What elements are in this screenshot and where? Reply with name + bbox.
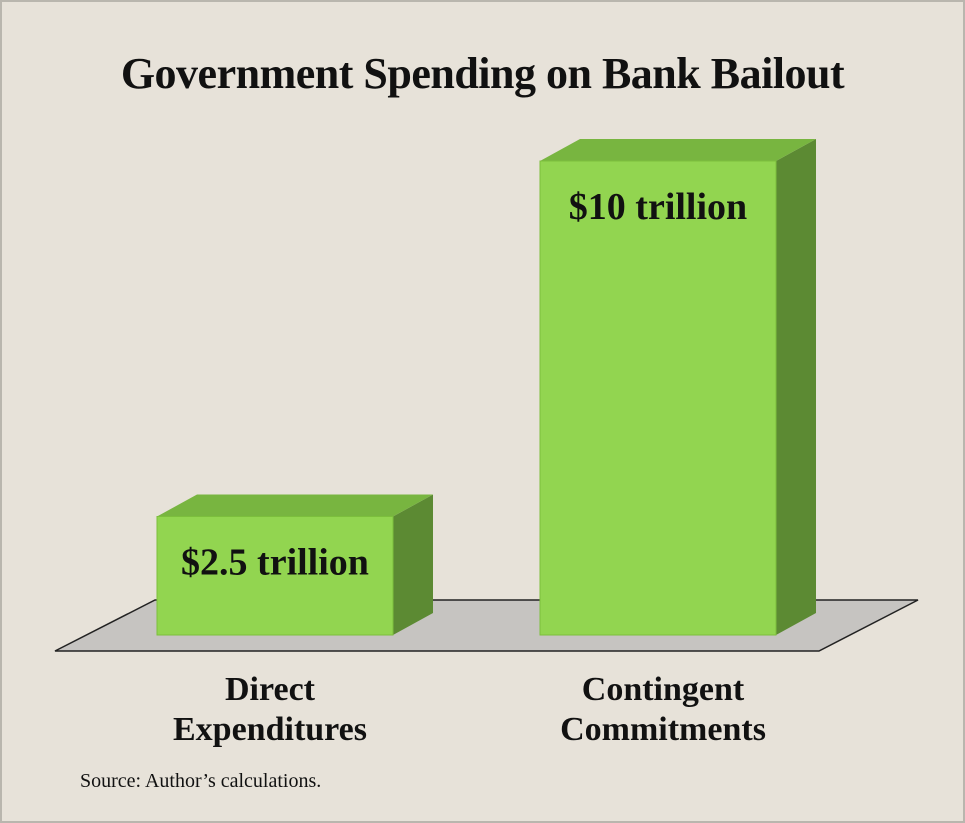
bar-front-face	[539, 160, 777, 636]
bar-side-face	[776, 139, 816, 635]
bars-group: $2.5 trillion $10 trillion	[156, 139, 816, 636]
bar-1: $2.5 trillion	[156, 494, 433, 636]
category-label-line: Commitments	[560, 711, 766, 748]
bar-top-face	[540, 139, 816, 161]
bar-top-face	[157, 494, 433, 517]
bar-front-face	[156, 516, 394, 636]
bar-value-label: $10 trillion	[569, 186, 747, 228]
bar-2: $10 trillion	[539, 139, 816, 636]
category-label-line: Direct	[225, 671, 316, 708]
source-note: Source: Author’s calculations.	[80, 770, 322, 792]
bar-side-face	[393, 494, 433, 635]
category-label-line: Contingent	[582, 671, 745, 708]
bar-value-label: $2.5 trillion	[181, 542, 369, 584]
chart-title: Government Spending on Bank Bailout	[120, 49, 845, 98]
category-label-line: Expenditures	[173, 711, 367, 748]
